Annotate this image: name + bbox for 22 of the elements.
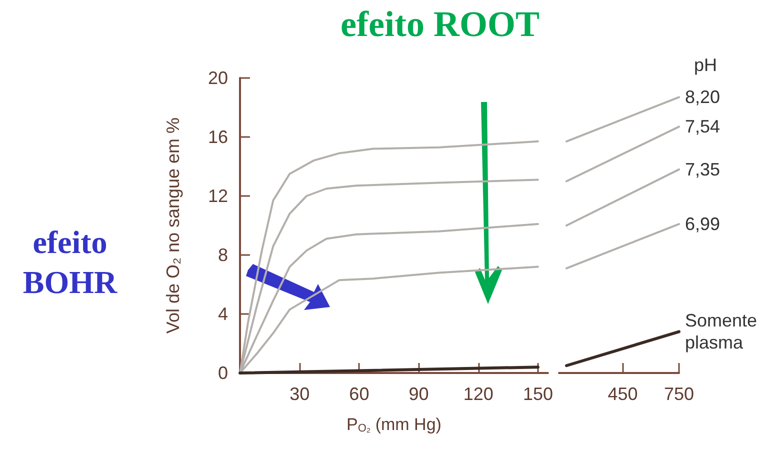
x-tick-label: 90 <box>408 384 429 404</box>
x-tick-label: 750 <box>664 384 694 404</box>
x-tick-label: 60 <box>349 384 370 404</box>
series-label: Somente plasma <box>685 310 762 353</box>
y-tick-label: 12 <box>208 186 228 206</box>
text: efeito ROOT <box>340 3 540 46</box>
y-tick-label: 0 <box>218 363 228 383</box>
x-tick-label: 120 <box>463 384 494 404</box>
y-tick-label: 20 <box>208 68 228 88</box>
y-tick-label: 4 <box>218 304 228 324</box>
series-label: 7,35 <box>685 159 720 180</box>
x-tick-label: 30 <box>290 384 310 404</box>
y-axis-title: Vol de O₂ no sangue em % <box>163 117 183 334</box>
legend-title: pH <box>694 55 718 75</box>
y-tick-label: 8 <box>218 245 228 265</box>
series-label: 7,54 <box>685 116 720 137</box>
x-tick-label: 150 <box>522 384 554 404</box>
x-tick-label: 450 <box>608 384 638 404</box>
y-tick-label: 16 <box>208 127 228 147</box>
text: efeito BOHR <box>22 223 118 302</box>
series-label: 6,99 <box>685 214 720 234</box>
series-label: 8,20 <box>685 87 720 108</box>
